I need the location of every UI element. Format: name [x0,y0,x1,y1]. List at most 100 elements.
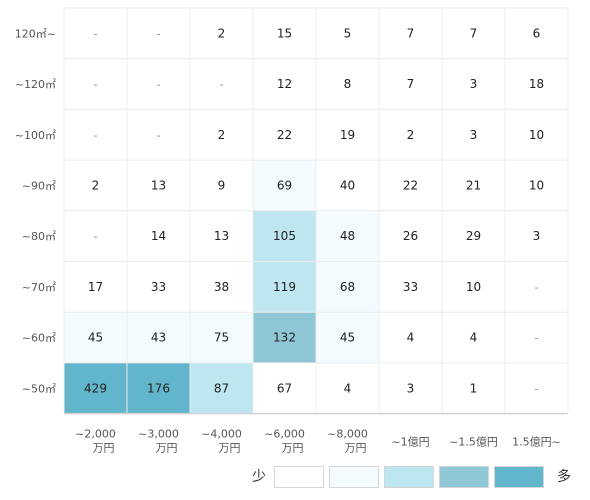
heatmap-cell [505,312,568,363]
cell-value-label: - [94,230,98,243]
heatmap-cell [505,261,568,313]
heatmap-cell [190,109,253,161]
heatmap-cell [379,109,442,161]
cell-value-label: 176 [147,381,170,395]
cell-value-label: 38 [214,280,229,294]
cell-value-label: 1 [470,381,478,395]
heatmap-cell [64,8,127,59]
row-tick-label: ~80㎡ [22,230,56,243]
column-tick-label-unit: 万円 [219,442,241,455]
cell-value-label: 4 [344,381,352,395]
cell-value-label: 132 [273,331,296,345]
heatmap-cell [379,210,442,262]
cell-value-label: 7 [407,77,415,91]
column-tick-label: ~6,000 [264,428,305,441]
cell-value-label: 9 [218,178,226,192]
cell-value-label: 48 [340,229,355,243]
heatmap-cell [253,109,316,161]
heatmap-cell [64,362,127,414]
heatmap-cell [316,312,379,363]
cell-value-label: 7 [470,26,478,40]
heatmap-cell [64,58,127,110]
heatmap-cell [253,58,316,110]
heatmap-cell [442,362,505,414]
heatmap-cell [127,362,190,414]
cell-value-label: 2 [407,128,415,142]
heatmap-cell [316,109,379,161]
heatmap-cell [379,312,442,363]
heatmap-cell [127,312,190,363]
cell-value-label: 3 [470,128,478,142]
heatmap-cell [442,58,505,110]
heatmap-cell [64,109,127,161]
heatmap-cell [64,312,127,363]
heatmap-cell [127,160,190,211]
column-tick-label: ~4,000 [201,428,242,441]
heatmap-cell [127,8,190,59]
heatmap-cell [127,58,190,110]
heatmap-cell [379,8,442,59]
heatmap-cell [442,160,505,211]
heatmap-cell [442,312,505,363]
heatmap-cell [442,8,505,59]
column-tick-label-unit: 万円 [282,442,304,455]
cell-value-label: 26 [403,229,418,243]
cell-value-label: 21 [466,178,481,192]
cell-value-label: 2 [218,128,226,142]
legend-swatch-level-2 [384,466,434,488]
cell-value-label: 6 [533,26,541,40]
heatmap-cell [190,261,253,313]
cell-value-label: 10 [529,178,544,192]
column-tick-label: ~8,000 [327,428,368,441]
legend-swatch-level-3 [439,466,489,488]
cell-value-label: 68 [340,280,355,294]
cell-value-label: 429 [84,381,107,395]
heatmap-cell [253,362,316,414]
row-tick-label: ~70㎡ [22,281,56,294]
heatmap-cell [316,210,379,262]
row-tick-label: ~90㎡ [22,179,56,192]
heatmap-cell [190,312,253,363]
cell-value-label: 69 [277,178,292,192]
cell-value-label: - [157,27,161,40]
cell-value-label: 13 [151,178,166,192]
heatmap-cell [442,210,505,262]
cell-value-label: 5 [344,26,352,40]
heatmap-cell [442,109,505,161]
cell-value-label: 29 [466,229,481,243]
heatmap-cell [64,210,127,262]
cell-value-label: 18 [529,77,544,91]
cell-value-label: 87 [214,381,229,395]
cell-value-label: 75 [214,331,229,345]
column-tick-label-unit: 万円 [345,442,367,455]
heatmap-cell [253,210,316,262]
column-tick-label-unit: 万円 [156,442,178,455]
legend-swatch-level-1 [329,466,379,488]
row-tick-label: ~60㎡ [22,332,56,345]
heatmap-cell [190,8,253,59]
heatmap-cell [316,58,379,110]
cell-value-label: 45 [88,331,103,345]
cell-value-label: - [535,382,539,395]
cell-value-label: 40 [340,178,355,192]
cell-value-label: 12 [277,77,292,91]
cell-value-label: 4 [470,331,478,345]
cell-value-label: - [94,129,98,142]
cell-value-label: 15 [277,26,292,40]
cell-value-label: 8 [344,77,352,91]
heatmap-cell [379,160,442,211]
heatmap-cell [127,109,190,161]
color-legend: 少 多 [252,465,571,489]
heatmap-cell [316,362,379,414]
heatmap-cell [127,261,190,313]
legend-swatch-level-0 [274,466,324,488]
heatmap-cell [64,261,127,313]
column-tick-label: ~1.5億円 [449,436,498,449]
cell-value-label: - [157,129,161,142]
cell-value-label: 7 [407,26,415,40]
heatmap-cell [379,261,442,313]
heatmap-cell [505,109,568,161]
cell-value-label: 14 [151,229,166,243]
heatmap-cell [64,160,127,211]
